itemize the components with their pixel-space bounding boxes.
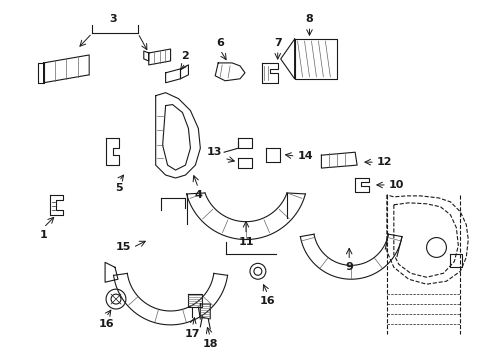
Text: 17: 17: [184, 329, 200, 339]
Text: 2: 2: [181, 51, 189, 61]
Text: 12: 12: [376, 157, 392, 167]
Text: 5: 5: [115, 183, 122, 193]
Text: 11: 11: [238, 237, 253, 247]
Text: 13: 13: [206, 147, 222, 157]
Text: 3: 3: [109, 14, 117, 24]
Text: 9: 9: [345, 262, 352, 272]
Text: 14: 14: [297, 151, 313, 161]
Text: 8: 8: [305, 14, 313, 24]
Text: 7: 7: [273, 38, 281, 48]
Text: 4: 4: [194, 190, 202, 200]
Text: 1: 1: [40, 230, 47, 239]
Text: 16: 16: [98, 319, 114, 329]
Text: 6: 6: [216, 38, 224, 48]
Text: 16: 16: [260, 296, 275, 306]
Text: 18: 18: [202, 339, 218, 349]
Text: 10: 10: [388, 180, 404, 190]
Text: 15: 15: [115, 243, 131, 252]
